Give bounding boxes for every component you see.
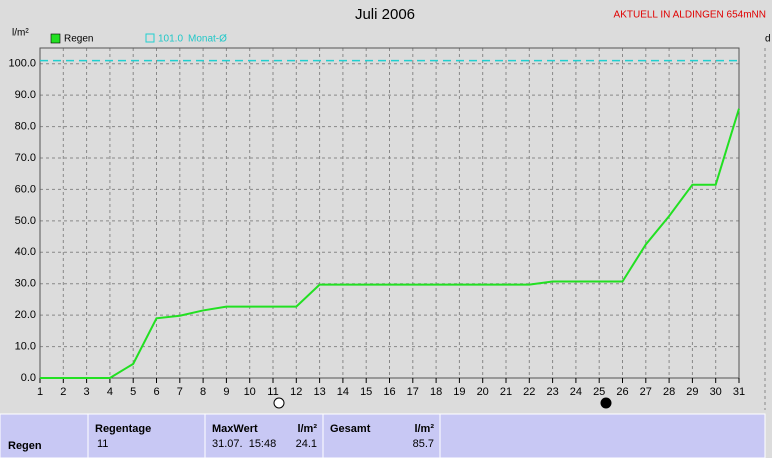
x-tick-label: 28 bbox=[663, 386, 675, 398]
x-tick-label: 10 bbox=[244, 386, 256, 398]
table-header: Gesamt bbox=[330, 423, 371, 435]
x-tick-label: 6 bbox=[153, 386, 159, 398]
x-tick-label: 3 bbox=[84, 386, 90, 398]
table-header: Regentage bbox=[95, 423, 151, 435]
table-cell: 11 bbox=[97, 438, 108, 450]
x-tick-label: 22 bbox=[523, 386, 535, 398]
y-tick-label: 60.0 bbox=[15, 183, 36, 195]
x-tick-label: 23 bbox=[546, 386, 558, 398]
series-line bbox=[40, 108, 740, 379]
x-tick-label: 16 bbox=[383, 386, 395, 398]
x-tick-label: 7 bbox=[177, 386, 183, 398]
x-tick-label: 18 bbox=[430, 386, 442, 398]
table-bg bbox=[0, 413, 766, 458]
x-tick-label: 31 bbox=[733, 386, 745, 398]
legend-swatch bbox=[50, 33, 61, 44]
chart-title: Juli 2006 bbox=[355, 6, 415, 23]
legend-swatch bbox=[145, 33, 155, 43]
x-tick-label: 14 bbox=[337, 386, 349, 398]
table-header: l/m² bbox=[414, 423, 434, 435]
x-tick-label: 11 bbox=[267, 386, 278, 398]
x-tick-label: 21 bbox=[500, 386, 512, 398]
x-tick-label: 24 bbox=[570, 386, 582, 398]
x-tick-label: 2 bbox=[60, 386, 66, 398]
x-tick-label: 4 bbox=[107, 386, 113, 398]
x-tick-label: 13 bbox=[313, 386, 325, 398]
y-tick-label: 50.0 bbox=[15, 215, 36, 227]
x-tick-label: 26 bbox=[616, 386, 628, 398]
x-tick-label: 29 bbox=[686, 386, 698, 398]
x-tick-label: 19 bbox=[453, 386, 465, 398]
table-cell: 31.07. 15:48 bbox=[212, 438, 276, 450]
x-tick-label: 5 bbox=[130, 386, 136, 398]
table-cell: 85.7 bbox=[413, 438, 434, 450]
y-tick-label: 10.0 bbox=[15, 340, 36, 352]
y-tick-label: 70.0 bbox=[15, 152, 36, 164]
x-tick-label: 9 bbox=[223, 386, 229, 398]
x-tick-label: 12 bbox=[290, 386, 302, 398]
table-header: MaxWert bbox=[212, 423, 258, 435]
moon-new bbox=[600, 397, 612, 409]
x-tick-label: 20 bbox=[477, 386, 489, 398]
x-tick-label: 17 bbox=[407, 386, 419, 398]
row-label: Regen bbox=[8, 440, 42, 452]
x-tick-label: 15 bbox=[360, 386, 372, 398]
side-label: d bbox=[765, 34, 771, 45]
table-cell: 24.1 bbox=[296, 438, 317, 450]
y-tick-label: 80.0 bbox=[15, 120, 36, 132]
moon-full bbox=[273, 397, 285, 409]
station: AKTUELL IN ALDINGEN 654mNN bbox=[614, 10, 766, 21]
y-tick-label: 0.0 bbox=[21, 372, 36, 384]
x-tick-label: 1 bbox=[37, 386, 43, 398]
y-axis-label: l/m² bbox=[12, 28, 29, 39]
legend-label: 101.0 bbox=[158, 34, 183, 45]
x-tick-label: 30 bbox=[710, 386, 722, 398]
y-tick-label: 90.0 bbox=[15, 89, 36, 101]
y-tick-label: 20.0 bbox=[15, 309, 36, 321]
x-tick-label: 8 bbox=[200, 386, 206, 398]
table-header: l/m² bbox=[297, 423, 317, 435]
legend-label: Regen bbox=[64, 34, 93, 45]
y-tick-label: 40.0 bbox=[15, 246, 36, 258]
x-tick-label: 27 bbox=[640, 386, 652, 398]
legend-label: Monat-Ø bbox=[188, 34, 227, 45]
x-tick-label: 25 bbox=[593, 386, 605, 398]
y-tick-label: 30.0 bbox=[15, 278, 36, 290]
y-tick-label: 100.0 bbox=[8, 58, 36, 70]
